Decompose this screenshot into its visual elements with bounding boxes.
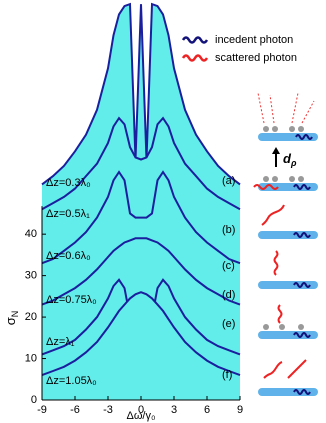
legend-label: scattered photon bbox=[215, 52, 297, 64]
incident-waves bbox=[293, 134, 313, 395]
curve-annotation: Δz=0.6λ₀ bbox=[46, 250, 91, 262]
y-tick-label: 30 bbox=[25, 270, 37, 282]
plot: Δz=0.3λ₀ (a) Δz=0.5λ₁ (b) Δz=0.6λ₀ (c) Δz=0.75… bbox=[3, 2, 243, 422]
y-tick-label: 10 bbox=[25, 352, 37, 364]
y-tick-label: 20 bbox=[25, 311, 37, 323]
panel-label: (a) bbox=[222, 175, 235, 187]
x-tick-label: -6 bbox=[70, 404, 80, 416]
fiber-c bbox=[258, 204, 318, 239]
y-axis-label: σN bbox=[3, 311, 20, 326]
series-line bbox=[41, 291, 241, 377]
series-line bbox=[41, 237, 241, 306]
x-tick-label: -3 bbox=[103, 404, 113, 416]
illustrations: incedent photon scattered photon dρ bbox=[181, 34, 318, 396]
y-axis-label-main: σ bbox=[3, 317, 18, 325]
y-axis-label-sub: N bbox=[10, 311, 20, 318]
dipole-label: dρ bbox=[283, 151, 297, 168]
panel-label: (b) bbox=[222, 224, 235, 236]
series-line bbox=[41, 116, 241, 211]
series-line bbox=[41, 2, 241, 186]
x-tick-label: -9 bbox=[37, 404, 47, 416]
fiber-f bbox=[258, 359, 318, 396]
x-tick-label: 6 bbox=[204, 404, 210, 416]
x-tick-label: 0 bbox=[138, 404, 144, 416]
curve-annotation: Δz=1.05λ₀ bbox=[46, 375, 97, 387]
curve-annotation: Δz=0.5λ₁ bbox=[46, 208, 90, 220]
curve-annotation: Δz=λ₁ bbox=[46, 336, 75, 348]
x-tick-label: 3 bbox=[171, 404, 177, 416]
series-fill bbox=[42, 292, 240, 400]
series-line bbox=[41, 170, 241, 265]
fiber-e bbox=[258, 304, 318, 339]
dipole-arrow bbox=[272, 147, 280, 167]
legend-label: incedent photon bbox=[215, 34, 293, 46]
panel-label: (d) bbox=[222, 289, 235, 301]
x-axis-label: Δω/γ₀ bbox=[126, 410, 155, 422]
y-tick-label: 40 bbox=[25, 228, 37, 240]
panel-label: (f) bbox=[222, 369, 232, 381]
x-tick-label: 9 bbox=[237, 404, 243, 416]
panel-label: (c) bbox=[222, 260, 235, 272]
legend-incident-symbol bbox=[181, 36, 209, 44]
y-tick-label: 0 bbox=[31, 394, 37, 406]
fiber-a bbox=[257, 92, 318, 141]
panel-label: (e) bbox=[222, 318, 235, 330]
fiber-d bbox=[258, 250, 318, 289]
curve-annotation: Δz=0.3λ₀ bbox=[46, 177, 91, 189]
curve-annotation: Δz=0.75λ₀ bbox=[46, 294, 97, 306]
legend-scattered-symbol bbox=[181, 54, 209, 62]
